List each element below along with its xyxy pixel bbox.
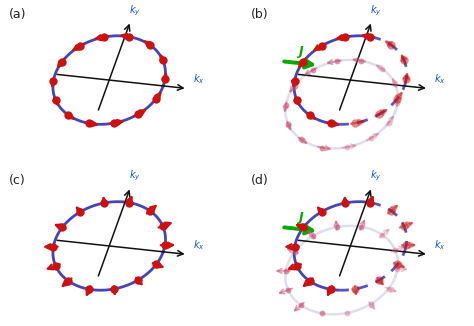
Text: $k_y$: $k_y$ (129, 169, 140, 184)
Text: $k_y$: $k_y$ (129, 3, 140, 18)
Text: J: J (298, 45, 302, 58)
Text: (a): (a) (9, 8, 27, 21)
Text: $k_x$: $k_x$ (434, 238, 446, 252)
Text: $k_x$: $k_x$ (193, 238, 204, 252)
Text: (d): (d) (250, 174, 268, 187)
Text: $k_x$: $k_x$ (434, 73, 446, 86)
Text: (c): (c) (9, 174, 26, 187)
Text: J: J (298, 211, 302, 224)
Text: (b): (b) (250, 8, 268, 21)
Text: $k_y$: $k_y$ (370, 169, 382, 184)
Text: $k_x$: $k_x$ (193, 73, 204, 86)
Text: $k_y$: $k_y$ (370, 3, 382, 18)
